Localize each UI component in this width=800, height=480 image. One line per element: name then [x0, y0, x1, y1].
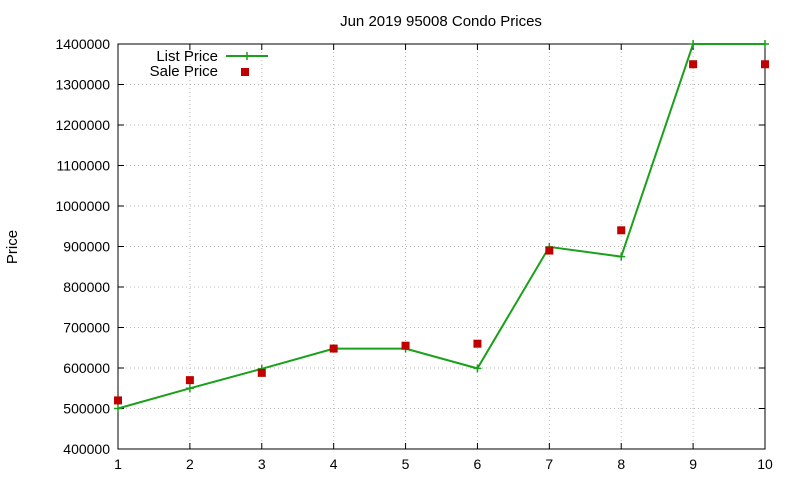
sale-price-point — [689, 60, 697, 68]
legend-marker-list-price — [243, 52, 251, 60]
y-tick-label: 1200000 — [55, 117, 110, 133]
chart-title: Jun 2019 95008 Condo Prices — [340, 13, 542, 30]
axis-ticks: 400000 500000 600000 700000 800000 900000 1000… — [55, 36, 773, 472]
x-tick-label: 5 — [402, 456, 410, 472]
sale-price-point — [617, 226, 625, 234]
x-tick-label: 6 — [474, 456, 482, 472]
sale-price-point — [402, 342, 410, 350]
sale-price-point — [330, 345, 338, 353]
sale-price-point — [258, 369, 266, 377]
sale-price-point — [761, 60, 769, 68]
y-tick-label: 500000 — [63, 401, 110, 417]
list-price-point — [689, 40, 697, 48]
y-tick-label: 1100000 — [57, 158, 111, 174]
x-tick-label: 4 — [330, 456, 338, 472]
y-tick-label: 900000 — [63, 239, 110, 255]
x-tick-label: 10 — [757, 456, 773, 472]
sale-price-point — [114, 396, 122, 404]
x-tick-label: 1 — [114, 456, 122, 472]
sale-price-point — [545, 247, 553, 255]
plot-frame — [118, 44, 765, 449]
grid-lines — [118, 44, 765, 449]
sale-price-point — [473, 340, 481, 348]
x-tick-label: 3 — [258, 456, 266, 472]
y-tick-label: 600000 — [63, 360, 110, 376]
sale-price-point — [186, 376, 194, 384]
y-tick-label: 1300000 — [55, 77, 110, 93]
y-tick-label: 400000 — [63, 441, 110, 457]
legend-label-sale-price: Sale Price — [150, 63, 218, 80]
x-tick-label: 2 — [186, 456, 194, 472]
y-tick-label: 700000 — [63, 320, 110, 336]
y-tick-label: 800000 — [63, 279, 110, 295]
list-price-line — [118, 44, 765, 409]
series-layer — [114, 40, 769, 413]
y-axis-label: Price — [4, 230, 21, 264]
x-tick-label: 9 — [689, 456, 697, 472]
list-price-point — [617, 253, 625, 261]
x-tick-label: 7 — [545, 456, 553, 472]
legend-marker-sale-price — [241, 68, 249, 76]
list-price-point — [473, 364, 481, 372]
y-tick-label: 1000000 — [55, 198, 110, 214]
list-price-point — [761, 40, 769, 48]
y-tick-label: 1400000 — [55, 36, 110, 52]
x-tick-label: 8 — [617, 456, 625, 472]
list-price-point — [114, 405, 122, 413]
list-price-point — [186, 384, 194, 392]
